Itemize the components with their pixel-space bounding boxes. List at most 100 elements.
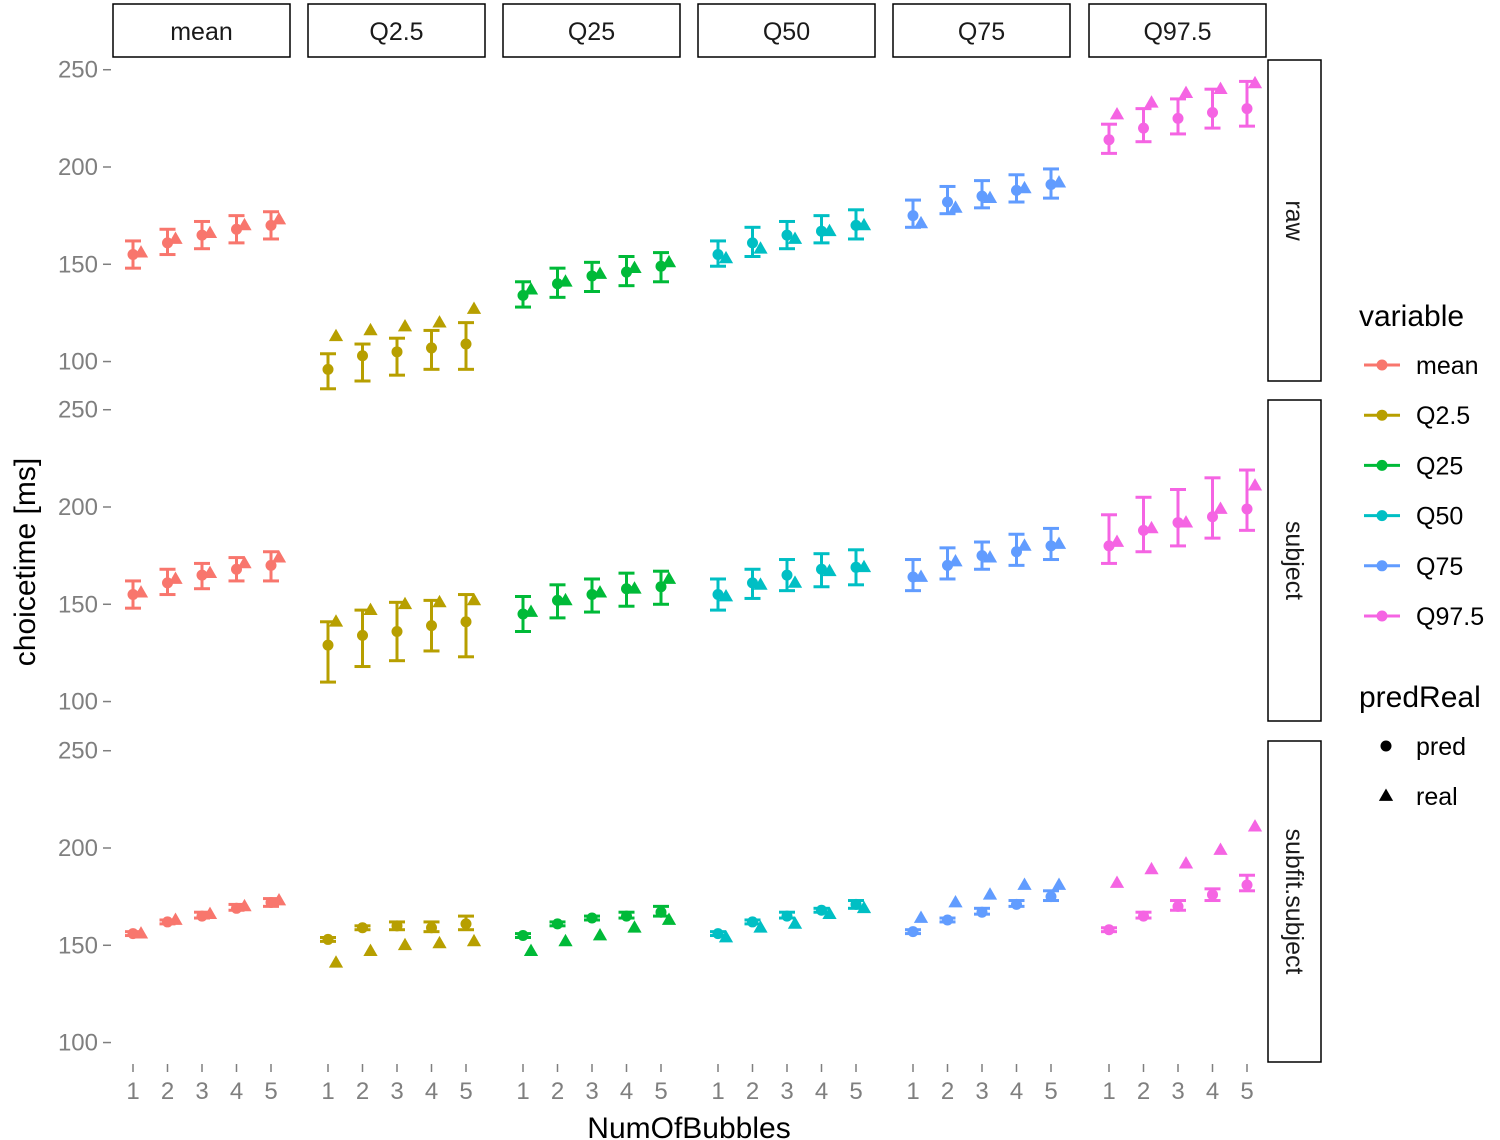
real-point [1144,861,1159,875]
real-point [133,245,149,258]
strip-label-q97-5: Q97.5 [1143,18,1211,46]
real-point [168,231,183,244]
strip-mean: mean [112,3,291,58]
real-point [718,588,734,602]
legend-key-point [1376,560,1388,572]
real-point [271,212,287,225]
pred-point [942,559,953,571]
strip-label-q50: Q50 [763,18,810,46]
panel-raw-q97-5 [1101,75,1263,155]
legend-item-pred: pred [1380,733,1466,761]
x-tick-label: 2 [746,1078,759,1105]
x-tick-label: 2 [941,1078,954,1105]
x-tick-label: 2 [1137,1078,1150,1105]
real-point [202,225,218,239]
panel-raw-q50 [710,208,872,268]
real-point [133,926,149,939]
strip-box [697,3,876,58]
real-point [1213,81,1228,95]
real-point [982,190,998,204]
column-strips: mean Q2.5 Q25 Q50 Q75 Q97.5 [112,3,1267,58]
pred-point [976,906,988,918]
panel-subfit-subject-q25 [515,904,677,956]
x-tick-label: 2 [551,1078,564,1105]
real-point [787,575,803,588]
real-point [913,215,929,229]
x-tick-label: 4 [1206,1078,1219,1105]
row-strip-label-subfit-subject: subfit.subject [1280,829,1308,975]
real-point [1247,478,1263,491]
real-point [328,614,344,627]
pred-point [586,912,598,924]
panel-subfit-subject-q50 [710,898,872,943]
pred-point [1138,910,1149,922]
real-point [1144,520,1159,534]
y-tick-label: 100 [58,1030,98,1057]
pred-point [1241,503,1253,515]
legend-label-q50: Q50 [1416,503,1463,531]
strip-label-q2-5: Q2.5 [369,18,423,46]
x-tick-label: 2 [161,1078,174,1105]
pred-point [655,581,667,593]
pred-point [426,620,437,632]
row-strips: raw subject subfit.subject [1267,59,1322,1063]
pred-point [1172,900,1184,912]
pred-point [850,898,862,910]
panel-subfit-subject-mean [125,893,287,940]
pred-point [816,563,827,575]
y-axis-raw: 100 150 200 250 [58,57,111,376]
real-point [271,550,287,563]
real-point [397,596,413,610]
real-point [913,569,929,582]
x-tick-label: 1 [516,1078,529,1105]
real-point [1144,95,1159,108]
real-point [592,266,608,279]
real-point [753,920,768,933]
y-tick-label: 150 [58,932,98,959]
strip-q50: Q50 [697,3,876,58]
real-point [627,581,642,594]
pred-point [1241,879,1253,891]
strip-q75: Q75 [892,3,1071,58]
pred-point [1241,103,1253,115]
y-axis-subject: 100 150 200 250 [58,397,111,716]
pred-point [747,916,758,928]
real-point [982,887,998,900]
strip-q2-5: Q2.5 [307,3,486,58]
strip-label-mean: mean [170,18,233,46]
y-tick-label: 250 [58,57,98,84]
strip-box [1088,3,1267,58]
real-point [592,585,608,598]
real-point [432,594,447,608]
real-point [202,565,218,579]
legend-variable: variable mean Q2.5 Q25 Q50 Q75 Q97.5 [1359,300,1484,631]
panel-subject-q25 [515,569,677,634]
pred-point [942,914,953,926]
real-point [787,916,803,929]
pred-point [1207,107,1218,119]
panel-raw-mean [125,210,287,270]
legend-item-q2-5: Q2.5 [1364,402,1470,430]
real-point [661,912,677,925]
legend-key-point [1376,610,1388,622]
real-point [1213,842,1228,855]
pred-point [460,616,472,628]
real-point [397,937,413,951]
legend-key-point [1376,359,1388,371]
panel-subject-mean [125,550,287,610]
real-point [168,912,183,925]
legend-item-q25: Q25 [1364,452,1463,480]
x-tick-label: 4 [620,1078,633,1105]
real-point [1178,856,1194,869]
panel-subfit-subject-q97-5 [1101,819,1263,936]
panel-subfit-subject-q75 [905,877,1067,938]
real-point [948,553,963,567]
strip-box [307,3,486,58]
real-point [982,550,998,563]
real-point [1247,819,1263,832]
real-point [466,592,482,606]
row-strip-raw: raw [1267,59,1322,382]
pred-point [1045,891,1057,903]
real-point [432,935,447,949]
